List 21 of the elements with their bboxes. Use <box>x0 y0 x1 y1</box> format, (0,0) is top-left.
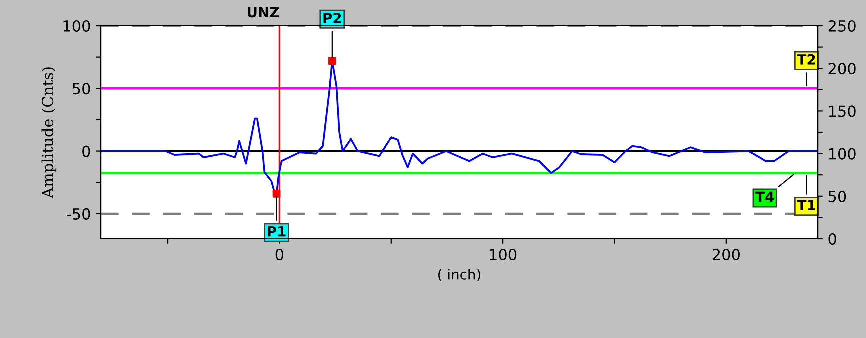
annotation: P2 <box>324 12 342 24</box>
annotation: T1 <box>797 200 816 210</box>
y2-tick-label: 100 <box>829 148 856 160</box>
y2-tick-label: 250 <box>828 20 856 32</box>
y2-tick-label: 150 <box>829 106 856 118</box>
annotation: T4 <box>756 192 774 202</box>
x-tick-label: 100 <box>490 248 517 261</box>
x-axis-title: ( inch) <box>438 269 480 282</box>
y-tick-label: 0 <box>82 146 90 158</box>
annotation: T2 <box>797 54 816 65</box>
x-tick-label: 200 <box>712 248 740 261</box>
y-axis-title: Amplitude (Cnts) <box>42 68 57 199</box>
x-tick-label: 0 <box>276 248 284 261</box>
y2-tick-label: 0 <box>828 233 836 246</box>
ref-line-label: UNZ <box>248 7 280 18</box>
y-tick-label: 50 <box>73 83 90 95</box>
annotation: P1 <box>268 226 286 237</box>
y-tick-label: 100 <box>64 20 90 32</box>
y2-tick-label: 50 <box>828 190 846 202</box>
y-tick-label: -50 <box>67 208 90 220</box>
y2-tick-label: 200 <box>828 63 856 75</box>
